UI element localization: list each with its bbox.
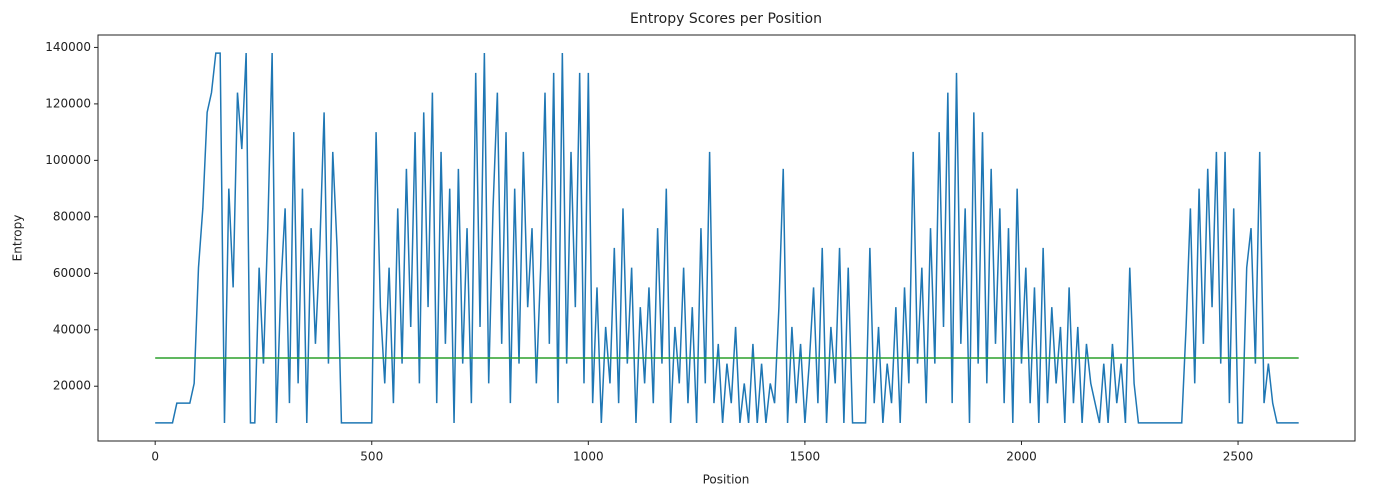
y-tick-label: 40000 [53, 322, 91, 336]
plot-area [155, 52, 1299, 424]
y-tick-label: 60000 [53, 266, 91, 280]
x-tick-label: 1000 [573, 450, 604, 464]
x-tick-label: 2000 [1006, 450, 1037, 464]
x-axis-label: Position [703, 473, 750, 487]
data-line [155, 52, 1299, 424]
chart-title: Entropy Scores per Position [630, 11, 822, 27]
y-tick-label: 120000 [45, 96, 91, 110]
x-tick-label: 1500 [790, 450, 821, 464]
axes-frame [97, 34, 1356, 442]
x-tick-label: 500 [360, 450, 383, 464]
y-tick-label: 80000 [53, 209, 91, 223]
y-tick-label: 100000 [45, 153, 91, 167]
y-tick-label: 140000 [45, 40, 91, 54]
x-tick-label: 0 [151, 450, 159, 464]
y-tick-label: 20000 [53, 379, 91, 393]
x-tick-label: 2500 [1223, 450, 1254, 464]
y-axis-label: Entropy [11, 215, 25, 262]
